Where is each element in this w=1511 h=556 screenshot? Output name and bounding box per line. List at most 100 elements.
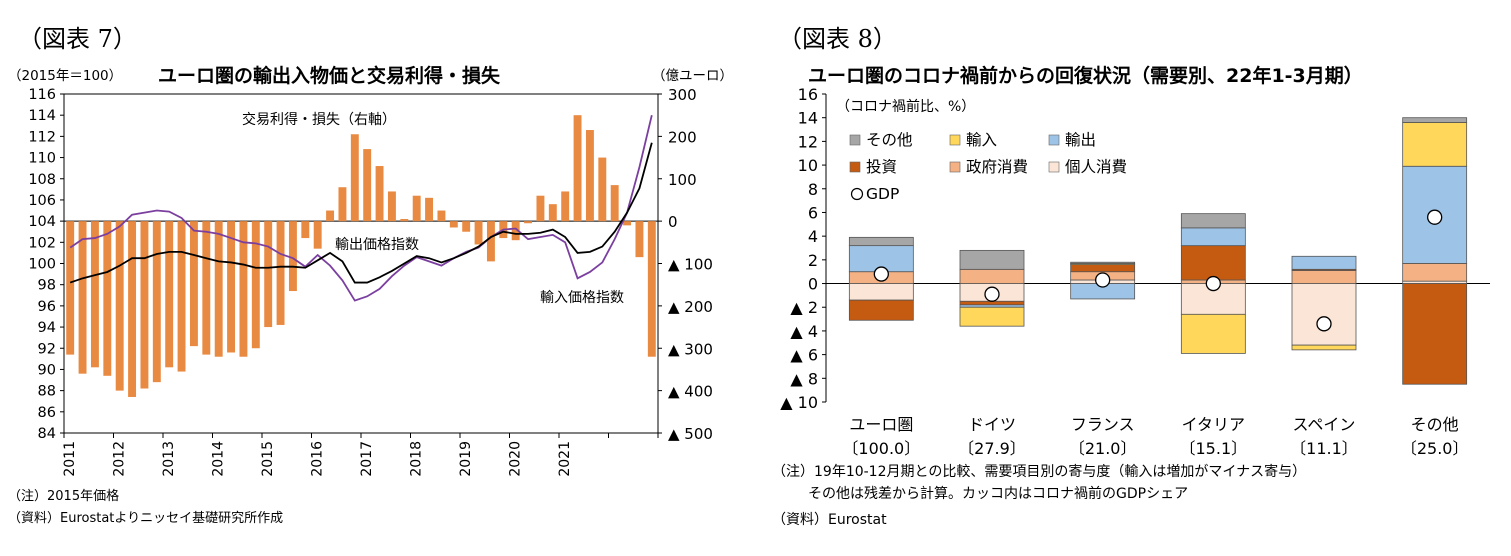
trade-gain-bar — [202, 221, 211, 355]
legend-swatch — [949, 161, 961, 173]
trade-gain-bar — [437, 210, 446, 222]
export-price-line — [69, 142, 653, 284]
y-left-tick-label: 96 — [38, 299, 56, 315]
trade-gain-bar — [338, 187, 347, 222]
legend-label: GDP — [866, 185, 899, 203]
trade-gain-bar — [103, 221, 112, 376]
y-tick-label: 8 — [808, 180, 818, 199]
x-tick-label: 2012 — [112, 441, 128, 477]
y-tick-label: 4 — [808, 227, 818, 246]
category-label: イタリア — [1182, 415, 1245, 434]
legend-label: 輸出 — [1065, 131, 1096, 149]
figure-8-source: （資料）Eurostat — [772, 512, 887, 528]
trade-gain-bar — [350, 134, 359, 222]
y-left-tick-label: 92 — [38, 341, 56, 357]
trade-gain-bar — [326, 210, 335, 222]
y-left-tick-label: 98 — [38, 278, 56, 294]
legend-label: 政府消費 — [966, 158, 1028, 176]
legend-swatch — [849, 134, 861, 146]
y-left-tick-label: 94 — [38, 320, 56, 336]
y-left-tick-label: 116 — [28, 87, 56, 103]
y-tick-label: 2 — [808, 251, 818, 270]
category-label: スペイン — [1293, 415, 1356, 434]
x-tick-label: 2018 — [409, 441, 425, 477]
category-label: ドイツ — [968, 415, 1016, 434]
import-index-label: 輸入価格指数 — [540, 290, 624, 306]
trade-gain-bar — [561, 191, 570, 222]
legend-label: 個人消費 — [1065, 158, 1127, 176]
y-left-tick-label: 84 — [38, 426, 56, 442]
trade-gain-bar — [214, 221, 223, 357]
trade-gain-bar — [647, 221, 656, 357]
y-tick-label: ▲ 10 — [780, 393, 818, 412]
share-label: 〔15.1〕 — [1180, 439, 1248, 458]
legend-swatch — [849, 161, 861, 173]
y-tick-label: 16 — [798, 85, 818, 104]
trade-gain-bar — [301, 221, 310, 239]
trade-gain-bar — [66, 221, 75, 355]
x-tick-label: 2015 — [260, 441, 276, 477]
stacked-segment — [959, 249, 1025, 270]
category-label: フランス — [1071, 415, 1135, 434]
stacked-segment — [1070, 261, 1136, 264]
x-tick-label: 2019 — [458, 441, 474, 477]
trade-gain-bar — [140, 221, 149, 389]
y-right-tick-label: 200 — [668, 128, 697, 146]
figure-8-title: ユーロ圏のコロナ禍前からの回復状況（需要別、22年1-3月期） — [808, 64, 1363, 87]
stacked-segment — [1291, 344, 1357, 351]
trade-gain-bar — [276, 221, 285, 325]
y-right-tick-label: ▲ 400 — [668, 383, 713, 401]
y-tick-label: 12 — [798, 132, 818, 151]
figure-8-unit: （コロナ禍前比、%） — [836, 98, 975, 115]
trade-gain-bar — [189, 221, 198, 347]
trade-gain-bar — [78, 221, 87, 374]
figure-7-label: （図表 7） — [18, 25, 137, 53]
y-left-tick-label: 90 — [38, 362, 56, 378]
share-label: 〔25.0〕 — [1401, 439, 1469, 458]
price-index-lines — [69, 114, 653, 302]
trade-gain-bar — [635, 221, 644, 258]
y-left-tick-label: 86 — [38, 405, 56, 421]
trade-gain-bar — [425, 197, 434, 222]
y-left-tick-label: 108 — [28, 172, 56, 188]
trade-gain-bar — [90, 221, 99, 368]
trade-gain-bar — [251, 221, 260, 349]
share-label: 〔100.0〕 — [842, 439, 920, 458]
legend-label: 投資 — [866, 158, 897, 176]
category-label: その他 — [1411, 415, 1459, 434]
stacked-segment — [959, 306, 1025, 327]
trade-gain-bar — [536, 195, 545, 222]
y-right-tick-label: ▲ 100 — [668, 256, 713, 274]
trade-gain-bar — [511, 221, 520, 241]
gdp-marker — [1427, 209, 1443, 225]
x-tick-label: 2011 — [62, 441, 78, 477]
y-right-tick-label: 0 — [668, 213, 678, 231]
share-label: 〔27.9〕 — [958, 439, 1026, 458]
gdp-marker — [1316, 316, 1332, 332]
stacked-segment — [1402, 283, 1468, 385]
stacked-segment — [1180, 213, 1246, 229]
y-left-tick-label: 100 — [28, 257, 56, 273]
y-tick-label: 10 — [798, 156, 818, 175]
stacked-segment — [959, 268, 1025, 284]
x-tick-label: 2021 — [557, 441, 573, 477]
y-tick-label: ▲ 8 — [790, 369, 818, 388]
gdp-marker — [1095, 272, 1111, 288]
trade-gain-bar — [573, 115, 582, 222]
y-left-tick-label: 110 — [28, 151, 56, 167]
stacked-segment — [1402, 117, 1468, 123]
trade-gain-bar — [449, 221, 458, 228]
y-left-tick-label: 112 — [28, 129, 56, 145]
y-tick-label: 14 — [798, 109, 818, 128]
y-right-tick-label: ▲ 300 — [668, 340, 713, 358]
trade-gain-bar — [462, 221, 471, 232]
y-left-tick-label: 114 — [28, 108, 56, 124]
gdp-marker — [1205, 275, 1221, 292]
import-price-line — [69, 114, 653, 302]
figure-7-title: ユーロ圏の輸出入物価と交易利得・損失 — [158, 64, 501, 87]
category-label: ユーロ圏 — [849, 415, 913, 434]
stacked-segment — [1291, 283, 1357, 346]
trade-gain-bar — [177, 221, 186, 372]
